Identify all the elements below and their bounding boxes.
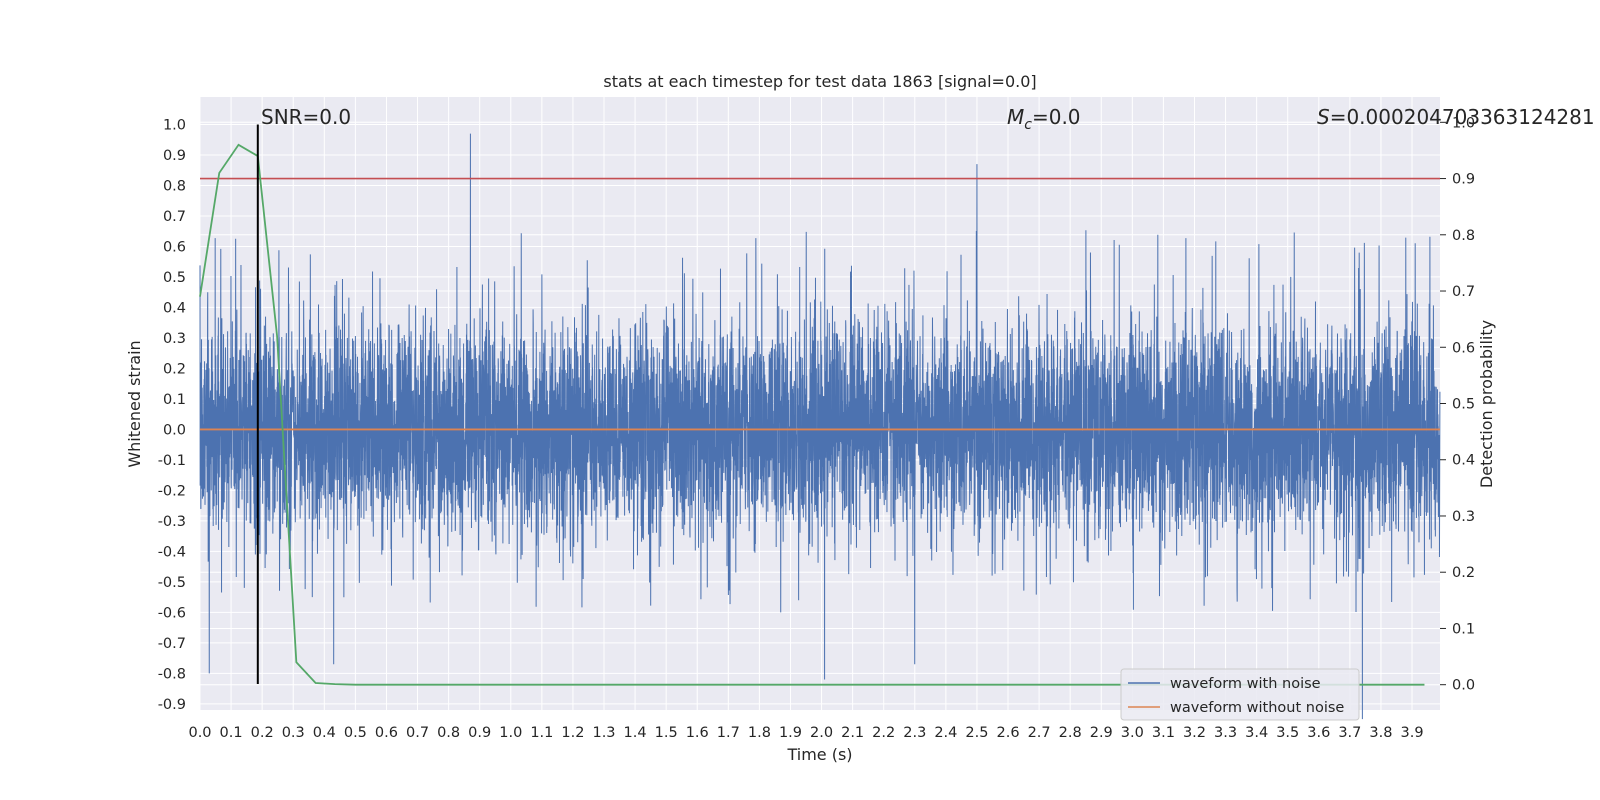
x-tick-label: 2.1 bbox=[841, 725, 864, 741]
x-tick-label: 2.0 bbox=[810, 725, 833, 741]
x-tick-label: 3.0 bbox=[1121, 725, 1144, 741]
y-tick-label: 0.8 bbox=[163, 178, 186, 194]
y2-tick-label: 0.6 bbox=[1452, 340, 1475, 356]
x-tick-label: 2.5 bbox=[965, 725, 988, 741]
y-tick-label: 0.1 bbox=[163, 392, 186, 408]
legend-label-waveform-with-noise: waveform with noise bbox=[1170, 676, 1321, 692]
x-tick-label: 1.0 bbox=[499, 725, 522, 741]
y2-tick-label: 0.9 bbox=[1452, 172, 1475, 188]
x-tick-label: 2.9 bbox=[1090, 725, 1113, 741]
y2-axis-label: Detection probability bbox=[1477, 320, 1496, 488]
x-tick-label: 0.0 bbox=[188, 725, 211, 741]
y-tick-label: -0.3 bbox=[158, 514, 186, 530]
x-tick-label: 0.7 bbox=[406, 725, 429, 741]
x-tick-label: 3.2 bbox=[1183, 725, 1206, 741]
y-axis-label: Whitened strain bbox=[125, 340, 144, 467]
y-tick-label: -0.9 bbox=[158, 697, 186, 713]
y2-tick-label: 0.0 bbox=[1452, 678, 1475, 694]
x-tick-label: 2.4 bbox=[934, 725, 957, 741]
y2-tick-label: 0.7 bbox=[1452, 284, 1475, 300]
mc-symbol: M bbox=[1007, 105, 1024, 129]
x-tick-label: 1.2 bbox=[561, 725, 584, 741]
y2-tick-label: 0.2 bbox=[1452, 565, 1475, 581]
x-tick-label: 3.1 bbox=[1152, 725, 1175, 741]
x-tick-label: 1.7 bbox=[717, 725, 740, 741]
s-value: =0.000204703363124281 bbox=[1330, 105, 1595, 129]
y-tick-label: -0.7 bbox=[158, 636, 186, 652]
y-tick-label: 0.2 bbox=[163, 361, 186, 377]
series-detection-probability bbox=[199, 143, 1425, 686]
x-tick-label: 0.9 bbox=[468, 725, 491, 741]
legend: waveform with noise waveform without noi… bbox=[1120, 668, 1360, 721]
chirp-mass-annotation: Mc=0.0 bbox=[1007, 105, 1081, 133]
legend-label-waveform-without-noise: waveform without noise bbox=[1170, 700, 1344, 716]
x-tick-label: 1.6 bbox=[686, 725, 709, 741]
x-tick-label: 0.2 bbox=[251, 725, 274, 741]
x-tick-label: 1.4 bbox=[624, 725, 647, 741]
y-tick-label: 0.0 bbox=[163, 422, 186, 438]
x-tick-label: 0.1 bbox=[220, 725, 243, 741]
x-tick-label: 2.3 bbox=[903, 725, 926, 741]
y-tick-label: 0.5 bbox=[163, 270, 186, 286]
x-tick-label: 3.7 bbox=[1338, 725, 1361, 741]
x-tick-label: 1.8 bbox=[748, 725, 771, 741]
axes: 0.0 0.1 0.2 0.3 0.4 0.5 0.6 0.7 0.8 0.9 1.0 1.1 1.2 1… bbox=[158, 115, 1475, 741]
x-axis-label: Time (s) bbox=[786, 745, 852, 764]
x-tick-label: 3.3 bbox=[1214, 725, 1237, 741]
y-tick-label: -0.4 bbox=[158, 544, 186, 560]
x-tick-label: 2.6 bbox=[996, 725, 1019, 741]
y-tick-label: -0.5 bbox=[158, 575, 186, 591]
mc-subscript: c bbox=[1024, 117, 1032, 133]
y-tick-label: 0.4 bbox=[163, 300, 186, 316]
y-tick-label: -0.6 bbox=[158, 605, 186, 621]
y2-tick-label: 0.4 bbox=[1452, 453, 1475, 469]
x-tick-label: 3.8 bbox=[1369, 725, 1392, 741]
snr-annotation: SNR=0.0 bbox=[261, 105, 351, 129]
data-layer bbox=[199, 124, 1441, 720]
mc-value: =0.0 bbox=[1032, 105, 1081, 129]
x-tick-label: 0.4 bbox=[313, 725, 336, 741]
s-symbol: S bbox=[1317, 105, 1330, 129]
x-tick-label: 2.7 bbox=[1028, 725, 1051, 741]
x-tick-label: 1.1 bbox=[530, 725, 553, 741]
x-tick-label: 2.2 bbox=[872, 725, 895, 741]
x-tick-label: 0.5 bbox=[344, 725, 367, 741]
y-tick-label: 1.0 bbox=[163, 117, 186, 133]
x-tick-label: 2.8 bbox=[1059, 725, 1082, 741]
y2-tick-label: 1.0 bbox=[1452, 115, 1475, 131]
series-waveform-with-noise bbox=[199, 133, 1441, 720]
x-tick-label: 3.6 bbox=[1307, 725, 1330, 741]
y-tick-label: -0.8 bbox=[158, 666, 186, 682]
x-tick-label: 3.4 bbox=[1245, 725, 1268, 741]
y-tick-label: -0.2 bbox=[158, 483, 186, 499]
y-tick-label: 0.3 bbox=[163, 331, 186, 347]
y-tick-label: 0.9 bbox=[163, 148, 186, 164]
chart-title: stats at each timestep for test data 186… bbox=[603, 72, 1036, 91]
x-tick-label: 0.8 bbox=[437, 725, 460, 741]
x-tick-label: 0.3 bbox=[282, 725, 305, 741]
x-tick-label: 1.9 bbox=[779, 725, 802, 741]
x-tick-label: 1.3 bbox=[592, 725, 615, 741]
x-tick-label: 3.5 bbox=[1276, 725, 1299, 741]
legend-box bbox=[1120, 668, 1360, 721]
s-annotation: S=0.000204703363124281 bbox=[1317, 105, 1595, 129]
x-tick-label: 0.6 bbox=[375, 725, 398, 741]
y-tick-label: 0.6 bbox=[163, 239, 186, 255]
x-tick-label: 3.9 bbox=[1400, 725, 1423, 741]
y-tick-label: -0.1 bbox=[158, 453, 186, 469]
y2-tick-label: 0.5 bbox=[1452, 397, 1475, 413]
y2-tick-label: 0.8 bbox=[1452, 228, 1475, 244]
y2-tick-label: 0.1 bbox=[1452, 621, 1475, 637]
y-tick-label: 0.7 bbox=[163, 209, 186, 225]
x-tick-label: 1.5 bbox=[655, 725, 678, 741]
y2-tick-label: 0.3 bbox=[1452, 509, 1475, 525]
